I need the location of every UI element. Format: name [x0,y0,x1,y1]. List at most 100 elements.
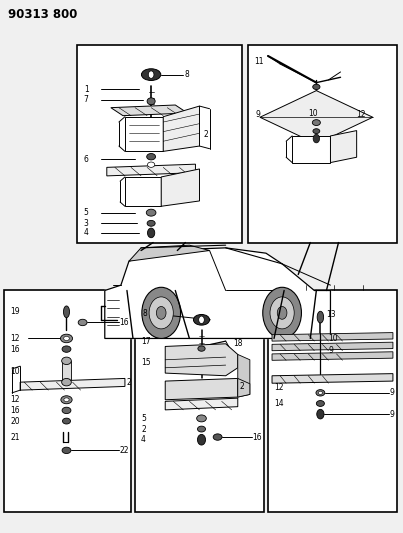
Ellipse shape [62,378,71,386]
Text: 2: 2 [204,130,208,139]
Circle shape [197,434,206,445]
Text: 10: 10 [328,335,338,343]
Polygon shape [292,136,330,163]
FancyBboxPatch shape [268,290,397,512]
Text: 12: 12 [10,334,20,343]
Text: 1: 1 [84,85,89,93]
Text: 8: 8 [142,309,147,318]
Polygon shape [163,106,199,151]
Ellipse shape [316,390,325,396]
Ellipse shape [197,426,206,432]
Text: 2: 2 [240,382,245,391]
Polygon shape [272,333,393,341]
Text: 9: 9 [390,410,395,418]
Circle shape [199,316,204,324]
Ellipse shape [62,447,71,454]
Ellipse shape [147,162,155,167]
Text: 9: 9 [256,110,261,119]
Polygon shape [105,248,330,338]
Ellipse shape [213,434,222,440]
Text: 8: 8 [184,70,189,79]
Text: 14: 14 [274,399,284,408]
Text: 16: 16 [10,406,20,415]
Text: 3: 3 [84,219,89,228]
FancyBboxPatch shape [135,290,264,512]
Text: 16: 16 [120,318,129,327]
Text: 2: 2 [126,378,131,386]
Text: 5: 5 [84,208,89,217]
Ellipse shape [60,334,73,343]
Ellipse shape [193,314,210,325]
Polygon shape [272,342,393,351]
Text: 9: 9 [328,346,333,355]
Ellipse shape [146,209,156,216]
Ellipse shape [64,336,69,341]
FancyBboxPatch shape [62,361,71,382]
Text: 7: 7 [84,95,89,104]
Ellipse shape [64,306,69,318]
Polygon shape [125,117,163,151]
Text: 10: 10 [308,109,318,118]
Polygon shape [129,245,210,261]
Polygon shape [107,164,195,176]
Ellipse shape [147,154,156,160]
Circle shape [156,306,166,319]
Ellipse shape [61,395,72,404]
Polygon shape [272,374,393,383]
Circle shape [142,287,181,338]
Text: 22: 22 [120,446,129,455]
Ellipse shape [78,319,87,326]
Polygon shape [330,131,357,163]
Text: 12: 12 [10,395,20,404]
Polygon shape [105,248,330,338]
Circle shape [313,134,320,143]
Polygon shape [238,354,250,397]
Polygon shape [238,378,250,397]
Ellipse shape [316,401,324,406]
Circle shape [270,297,294,329]
Ellipse shape [62,418,71,424]
Polygon shape [165,344,238,376]
Polygon shape [125,177,161,206]
Text: 15: 15 [141,358,151,367]
Ellipse shape [198,346,205,351]
Polygon shape [111,105,187,116]
Ellipse shape [317,311,324,323]
Text: 17: 17 [141,337,151,345]
Text: 4: 4 [84,229,89,237]
Ellipse shape [313,84,320,90]
Text: 2: 2 [141,425,146,433]
Circle shape [317,409,324,419]
Polygon shape [20,378,125,390]
Text: 4: 4 [141,435,146,444]
Ellipse shape [141,69,161,80]
Text: 12: 12 [357,110,366,119]
Text: 11: 11 [254,57,264,66]
Text: 6: 6 [84,155,89,164]
Ellipse shape [147,221,155,227]
Text: 20: 20 [10,417,20,425]
FancyBboxPatch shape [77,45,242,243]
Text: 9: 9 [390,389,395,397]
Polygon shape [165,378,238,400]
Ellipse shape [62,357,71,365]
Circle shape [147,228,155,238]
Polygon shape [165,398,238,410]
Circle shape [277,306,287,319]
Ellipse shape [62,346,71,352]
Polygon shape [161,169,199,206]
Text: 21: 21 [10,433,20,441]
Ellipse shape [197,415,206,422]
Text: 16: 16 [10,345,20,353]
Polygon shape [272,352,393,360]
Ellipse shape [147,98,155,104]
Text: 19: 19 [10,308,20,316]
FancyBboxPatch shape [4,290,131,512]
Ellipse shape [62,407,71,414]
Ellipse shape [313,128,320,134]
Text: 10: 10 [10,367,20,376]
Ellipse shape [64,398,69,402]
Polygon shape [260,91,373,144]
Circle shape [149,297,173,329]
Text: 12: 12 [274,383,284,392]
